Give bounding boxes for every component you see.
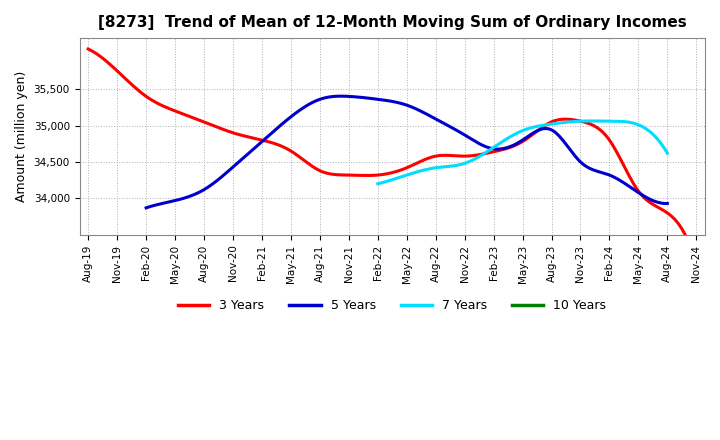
5 Years bbox=[143, 205, 152, 210]
5 Years bbox=[142, 205, 150, 210]
3 Years bbox=[444, 153, 452, 158]
7 Years bbox=[587, 118, 595, 124]
Line: 5 Years: 5 Years bbox=[146, 96, 667, 208]
Line: 7 Years: 7 Years bbox=[378, 121, 667, 184]
5 Years bbox=[616, 178, 625, 183]
5 Years bbox=[337, 94, 346, 99]
7 Years bbox=[637, 123, 646, 128]
Legend: 3 Years, 5 Years, 7 Years, 10 Years: 3 Years, 5 Years, 7 Years, 10 Years bbox=[173, 294, 611, 317]
7 Years bbox=[546, 121, 554, 127]
7 Years bbox=[663, 150, 672, 156]
5 Years bbox=[583, 165, 592, 170]
5 Years bbox=[452, 128, 461, 133]
3 Years bbox=[456, 154, 464, 159]
7 Years bbox=[618, 119, 627, 124]
5 Years bbox=[454, 128, 462, 134]
7 Years bbox=[545, 122, 554, 127]
7 Years bbox=[374, 181, 382, 187]
Title: [8273]  Trend of Mean of 12-Month Moving Sum of Ordinary Incomes: [8273] Trend of Mean of 12-Month Moving … bbox=[98, 15, 687, 30]
Y-axis label: Amount (million yen): Amount (million yen) bbox=[15, 71, 28, 202]
5 Years bbox=[663, 201, 672, 206]
3 Years bbox=[692, 261, 701, 267]
3 Years bbox=[446, 153, 454, 158]
7 Years bbox=[374, 181, 383, 186]
3 Years bbox=[596, 128, 605, 133]
5 Years bbox=[462, 134, 471, 139]
3 Years bbox=[635, 190, 644, 195]
3 Years bbox=[86, 48, 94, 53]
7 Years bbox=[551, 121, 559, 126]
Line: 3 Years: 3 Years bbox=[89, 49, 696, 264]
3 Years bbox=[84, 46, 93, 51]
